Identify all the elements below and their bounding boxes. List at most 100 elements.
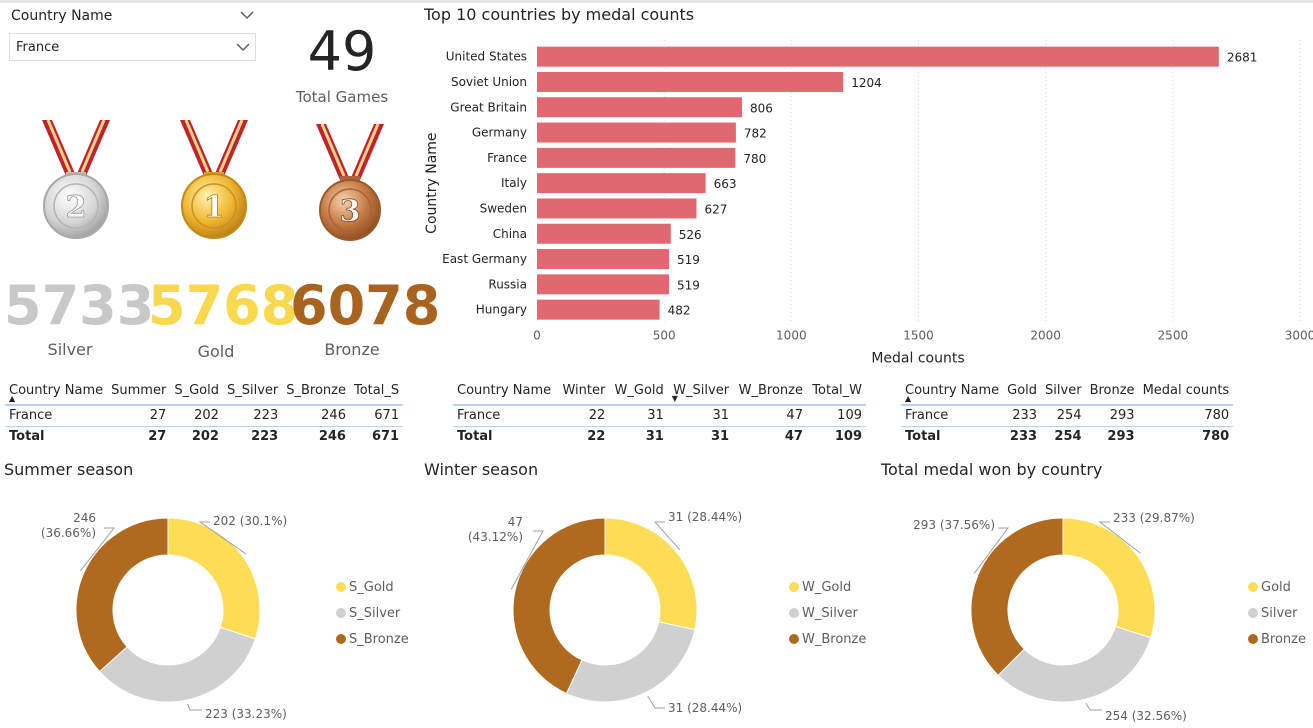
silver-medal-number: 2: [66, 190, 87, 225]
column-header[interactable]: S_Silver: [222, 377, 283, 406]
dropdown-selected-value: France: [16, 40, 60, 55]
column-header[interactable]: S_Bronze: [282, 377, 350, 406]
winter-medal-table: Country Name Winter W_Gold W_Silver ▼ W_Bronz…: [453, 377, 866, 447]
donut-slice: [970, 517, 1064, 677]
gold-medal-icon: 1: [180, 119, 248, 239]
bar-data-label: 627: [704, 202, 727, 216]
column-header[interactable]: Total_W: [806, 377, 866, 406]
column-header[interactable]: Country Name ▲: [5, 377, 108, 406]
donut-data-label: (36.66%): [41, 526, 96, 540]
sort-ascending-icon[interactable]: ▲: [905, 394, 912, 403]
table-cell: 109: [806, 405, 866, 427]
x-axis-title: Medal counts: [871, 350, 964, 366]
bronze-count-value: 6078: [290, 274, 441, 337]
table-cell: 780: [1138, 405, 1234, 427]
column-header[interactable]: W_Silver ▼: [667, 377, 734, 406]
column-header[interactable]: Country Name: [453, 377, 558, 406]
slicer-title: Country Name: [11, 8, 113, 24]
gold-medal-number: 1: [204, 190, 225, 225]
chevron-down-icon: [236, 43, 250, 52]
column-header[interactable]: Winter: [557, 377, 610, 406]
column-header[interactable]: Country Name ▲: [901, 377, 1004, 406]
summer-season-donut: 202 (30.1%) 223 (33.23%) 246(36.66%) S_Gold…: [41, 511, 409, 721]
bar: [537, 173, 706, 194]
column-header[interactable]: W_Bronze: [733, 377, 807, 406]
bar: [537, 71, 844, 92]
column-header[interactable]: Total_S: [349, 377, 404, 406]
bar: [537, 274, 669, 295]
leader-line: [973, 527, 1009, 574]
table-cell: 31: [645, 429, 664, 445]
table-cell: 671: [349, 405, 404, 427]
summer-medal-table: Country Name ▲ Summer S_Gold S_Silver S_Bronz…: [5, 377, 404, 447]
table-cell: 233: [1009, 429, 1038, 445]
bar: [537, 223, 671, 244]
silver-count-value: 5733: [4, 274, 155, 337]
table-cell: 27: [148, 429, 167, 445]
y-category-label: Hungary: [476, 303, 527, 317]
table-cell: 246: [318, 429, 346, 445]
leader-line: [653, 521, 681, 551]
table-cell: 31: [609, 405, 668, 427]
column-header[interactable]: S_Gold: [170, 377, 223, 406]
x-tick-label: 500: [653, 328, 676, 342]
table-cell: 47: [733, 405, 807, 427]
leader-line: [79, 527, 116, 572]
table-header-row: Country Name ▲ Summer S_Gold S_Silver S_Bronz…: [5, 377, 404, 406]
column-header[interactable]: Gold: [1003, 377, 1042, 406]
country-dropdown[interactable]: France: [9, 33, 256, 61]
legend-marker: [336, 634, 346, 644]
y-category-label: Germany: [472, 126, 527, 140]
sort-ascending-icon[interactable]: ▲: [9, 394, 16, 403]
winter-season-donut: 31 (28.44%) 31 (28.44%) 47(43.12%) W_Gold W_…: [468, 510, 866, 715]
total-games-value: 49: [307, 20, 377, 83]
table-cell: 223: [251, 429, 279, 445]
gold-count-label: Gold: [197, 342, 235, 361]
silver-count-label: Silver: [47, 340, 93, 359]
leader-line: [198, 521, 247, 555]
column-header[interactable]: Medal counts: [1138, 377, 1234, 406]
donut-data-label: 202 (30.1%): [213, 514, 287, 528]
bar-data-label: 782: [744, 127, 767, 141]
legend-label: W_Bronze: [802, 632, 866, 647]
column-header[interactable]: Summer: [107, 377, 171, 406]
column-header[interactable]: W_Gold: [609, 377, 668, 406]
table-row: France 233 254 293 780: [901, 405, 1234, 427]
total-medal-donut-title: Total medal won by country: [881, 460, 1103, 479]
donut-slice: [98, 626, 256, 703]
legend-marker: [789, 608, 799, 618]
y-category-label: France: [487, 151, 527, 165]
donut-slice: [604, 517, 698, 631]
donut-data-label: 233 (29.87%): [1113, 511, 1195, 525]
bar-chart-title: Top 10 countries by medal counts: [424, 5, 695, 24]
table-cell: France: [453, 405, 558, 427]
legend-marker: [336, 582, 346, 592]
donut-slice: [1062, 517, 1156, 639]
donut-data-label: 223 (33.23%): [205, 707, 287, 721]
column-header[interactable]: Silver: [1041, 377, 1086, 406]
donut-data-label: 31 (28.44%): [668, 510, 742, 524]
donut-slice: [512, 517, 606, 695]
bar-data-label: 519: [677, 278, 700, 292]
donut-slice: [75, 517, 169, 673]
total-games-label: Total Games: [295, 88, 389, 106]
sort-descending-icon[interactable]: ▼: [671, 394, 678, 403]
total-medal-donut: 233 (29.87%) 254 (32.56%) 293 (37.56%) Gold…: [913, 511, 1306, 723]
chevron-down-icon[interactable]: [238, 6, 256, 24]
donut-data-label: (43.12%): [468, 530, 523, 544]
y-category-label: United States: [446, 50, 527, 64]
bar: [537, 147, 736, 168]
legend-label: Bronze: [1261, 632, 1306, 647]
legend-label: W_Gold: [802, 580, 851, 595]
legend-label: S_Gold: [349, 580, 394, 595]
table-cell: 254: [1054, 429, 1082, 445]
donut-data-label: 293 (37.56%): [913, 518, 995, 532]
table-row: France 22 31 31 47 109: [453, 405, 866, 427]
table-cell: 109: [834, 429, 862, 445]
donut-data-label: 254 (32.56%): [1105, 709, 1187, 723]
legend-marker: [789, 634, 799, 644]
bar: [537, 198, 697, 219]
column-header[interactable]: Bronze: [1085, 377, 1139, 406]
legend-marker: [1248, 608, 1258, 618]
y-category-label: Italy: [501, 176, 527, 190]
